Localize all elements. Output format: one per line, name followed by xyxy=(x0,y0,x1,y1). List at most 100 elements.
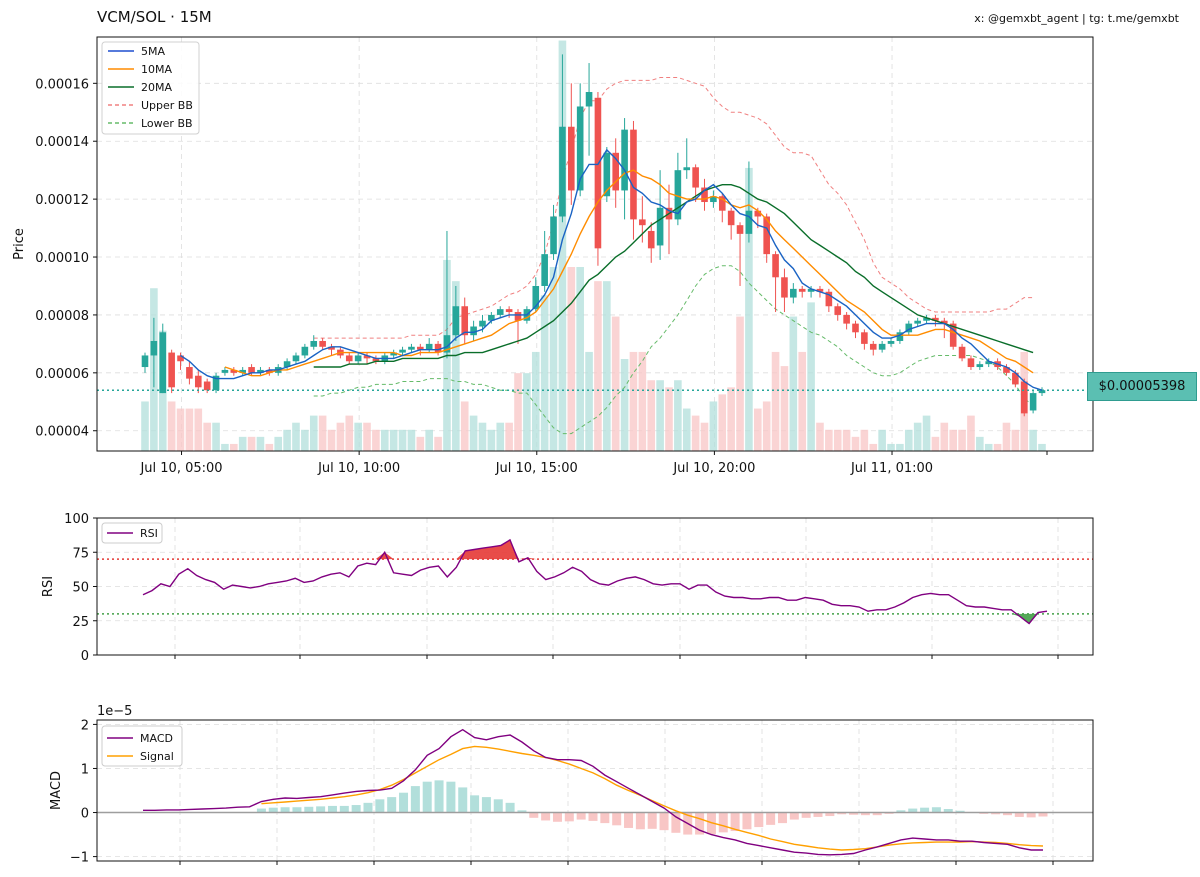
candle-body xyxy=(301,346,309,356)
volume-bar xyxy=(354,422,362,451)
volume-bar xyxy=(727,387,735,451)
price-ytick-label: 0.00006 xyxy=(35,367,89,382)
legend-label: Upper BB xyxy=(141,99,193,112)
upper-bb-line xyxy=(313,77,1034,339)
candle-body xyxy=(1012,372,1019,385)
candle-body xyxy=(985,361,993,365)
macd-histogram-bar xyxy=(458,787,468,813)
macd-histogram-bar xyxy=(529,812,539,818)
volume-bar xyxy=(487,429,496,451)
volume-bar xyxy=(958,429,966,451)
price-ytick-label: 0.00012 xyxy=(35,193,89,208)
candle-body xyxy=(354,355,362,362)
candle-body xyxy=(647,230,655,249)
macd-scale-label: 1e−5 xyxy=(97,704,132,719)
macd-histogram-bar xyxy=(552,812,562,822)
volume-bar xyxy=(789,316,798,451)
volume-bar xyxy=(842,429,851,451)
macd-ytick-label: 1 xyxy=(81,762,89,777)
macd-histogram-bar xyxy=(718,812,728,833)
macd-histogram-bar xyxy=(860,812,870,816)
macd-histogram-bar xyxy=(813,812,823,817)
volume-bar xyxy=(434,436,442,451)
volume-bar xyxy=(904,429,913,451)
macd-histogram-bar xyxy=(635,812,645,830)
macd-histogram-bar xyxy=(600,812,610,824)
candle-body xyxy=(372,358,380,362)
volume-bar xyxy=(860,429,869,451)
candle-body xyxy=(541,254,548,286)
macd-histogram-bar xyxy=(505,802,515,813)
macd-histogram-bar xyxy=(422,781,432,813)
volume-bar xyxy=(460,401,469,451)
signal-line xyxy=(261,745,1044,851)
rsi-overbought-fill xyxy=(375,539,537,560)
candle-body xyxy=(887,340,895,344)
legend-label: Lower BB xyxy=(141,117,193,130)
price-ytick-label: 0.00016 xyxy=(35,77,89,92)
macd-histogram-bar xyxy=(1026,812,1036,818)
legend-label: MACD xyxy=(140,732,173,745)
volume-bar xyxy=(265,443,274,451)
volume-bar xyxy=(984,443,993,451)
macd-ytick-label: 0 xyxy=(81,807,89,822)
candle-body xyxy=(710,196,717,203)
rsi-ytick-label: 25 xyxy=(72,615,89,630)
candle-body xyxy=(141,355,149,368)
macd-ylabel: MACD xyxy=(49,771,64,810)
volume-bar xyxy=(549,267,558,451)
volume-bar xyxy=(967,415,975,451)
price-legend-box xyxy=(101,41,200,135)
candle-body xyxy=(399,349,406,353)
macd-legend: MACD Signal xyxy=(101,725,183,767)
macd-histogram-bar xyxy=(754,812,764,828)
candle-body xyxy=(345,355,353,362)
rsi-oversold-fill xyxy=(1011,613,1039,624)
volume-bar xyxy=(922,415,931,451)
volume-bar xyxy=(611,316,620,451)
candle-body xyxy=(408,346,415,350)
macd-ytick-label: 2 xyxy=(81,718,89,733)
macd-histogram-bar xyxy=(659,812,669,831)
price-ylabel: Price xyxy=(12,228,27,260)
volume-bar xyxy=(594,281,602,451)
macd-histogram-bar xyxy=(481,797,491,813)
volume-bar xyxy=(656,380,664,451)
macd-histogram-bar xyxy=(316,806,326,813)
volume-bar xyxy=(700,422,709,451)
volume-bar xyxy=(185,408,194,451)
candle-body xyxy=(727,210,735,226)
macd-histogram-bar xyxy=(825,812,835,817)
candle-body xyxy=(843,314,850,324)
candle-body xyxy=(461,306,469,336)
volume-bar xyxy=(931,436,940,451)
candle-body xyxy=(443,335,451,353)
volume-bar xyxy=(896,443,904,451)
candle-body xyxy=(1029,393,1037,411)
macd-histogram-bar xyxy=(943,809,953,813)
volume-bar xyxy=(825,429,833,451)
volume-bar xyxy=(531,351,540,451)
macd-histogram-bar xyxy=(446,781,456,813)
candle-body xyxy=(861,332,868,344)
macd-histogram-bar xyxy=(931,807,941,813)
candle-body xyxy=(186,367,193,379)
candle-body xyxy=(816,288,824,292)
volume-bar xyxy=(407,429,416,451)
volume-bar xyxy=(754,408,762,451)
macd-histogram-bar xyxy=(351,805,361,813)
volume-bar xyxy=(647,380,656,451)
volume-bar xyxy=(398,429,407,451)
volume-bar xyxy=(425,429,433,451)
volume-bar xyxy=(1029,429,1037,451)
macd-histogram-bar xyxy=(837,812,847,815)
macd-histogram-bar xyxy=(612,812,622,826)
volume-bar xyxy=(709,401,718,451)
macd-histogram-bar xyxy=(647,812,657,829)
volume-bar xyxy=(798,351,807,451)
candle-body xyxy=(1003,367,1010,373)
rsi-ytick-label: 0 xyxy=(81,649,89,664)
candle-body xyxy=(248,367,255,373)
macd-histogram-bar xyxy=(564,812,574,822)
macd-histogram-bar xyxy=(730,812,740,832)
